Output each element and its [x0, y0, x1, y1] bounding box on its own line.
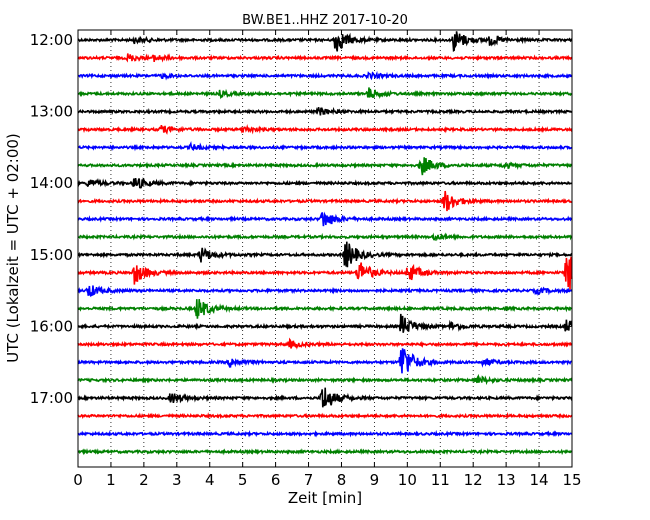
trace-1200	[77, 31, 573, 53]
y-tick-label: 16:00	[30, 317, 73, 335]
trace-1530	[77, 285, 573, 298]
x-tick-label: 6	[271, 471, 281, 489]
chart-title: BW.BE1..HHZ 2017-10-20	[242, 13, 408, 28]
trace-1300	[77, 106, 573, 116]
y-tick-label: 12:00	[30, 31, 73, 49]
trace-1500	[77, 241, 573, 268]
x-axis-label: Zeit [min]	[288, 489, 362, 507]
trace-1715	[77, 412, 573, 420]
trace-1215	[77, 53, 573, 63]
trace-1445	[77, 232, 572, 242]
x-tick-label: 15	[562, 471, 581, 489]
x-tick-label: 0	[73, 471, 83, 489]
trace-layer	[77, 31, 573, 456]
trace-1645	[77, 373, 573, 386]
trace-1730	[77, 429, 573, 438]
x-tick-label: 13	[497, 471, 516, 489]
x-tick-label: 5	[238, 471, 248, 489]
x-tick-label: 4	[205, 471, 215, 489]
trace-1630	[77, 348, 572, 374]
trace-1330	[77, 140, 572, 152]
trace-1315	[77, 123, 573, 135]
y-tick-label: 15:00	[30, 246, 73, 264]
grid-layer	[110, 30, 540, 467]
x-tick-label: 9	[370, 471, 380, 489]
trace-1745	[77, 447, 572, 456]
plot-frame	[77, 29, 573, 468]
x-tick-label: 3	[172, 471, 182, 489]
x-tick-label: 14	[530, 471, 549, 489]
y-axis-label: UTC (Lokalzeit = UTC + 02:00)	[4, 133, 22, 363]
x-tick-label: 8	[337, 471, 347, 489]
trace-1245	[77, 87, 573, 100]
y-tick-label: 14:00	[30, 174, 73, 192]
x-tick-label: 1	[106, 471, 116, 489]
trace-1345	[77, 157, 573, 176]
trace-1545	[77, 299, 573, 319]
trace-1600	[77, 313, 573, 333]
trace-1415	[77, 190, 572, 212]
trace-1430	[77, 211, 573, 227]
x-tick-label: 2	[139, 471, 149, 489]
trace-1615	[77, 337, 573, 350]
x-tick-label: 11	[431, 471, 450, 489]
trace-1515	[77, 256, 573, 290]
trace-1230	[77, 70, 573, 81]
x-tick-label: 7	[304, 471, 314, 489]
y-tick-label: 17:00	[30, 389, 73, 407]
y-tick-label: 13:00	[30, 103, 73, 121]
x-tick-label: 12	[464, 471, 483, 489]
trace-1400	[77, 177, 572, 189]
x-tick-label: 10	[398, 471, 417, 489]
tick-layer: 0 1 2 3 4 5 6 7 8 9 10 11 12 13 14 1512:0013:0014:0015:…	[30, 30, 582, 489]
trace-1700	[77, 387, 573, 408]
